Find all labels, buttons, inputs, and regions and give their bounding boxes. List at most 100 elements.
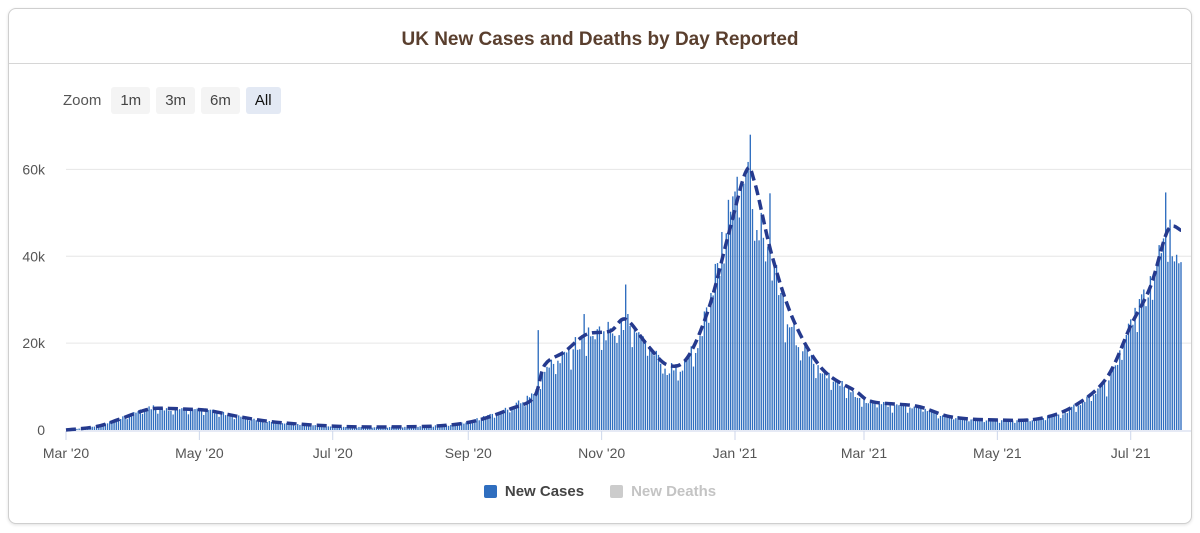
bar-new-cases: [885, 403, 887, 430]
bar-new-cases: [773, 260, 776, 430]
bar-new-cases: [207, 410, 209, 430]
bar-new-cases: [1020, 419, 1023, 430]
bar-new-cases: [528, 397, 531, 430]
bar-new-cases: [561, 353, 563, 430]
bar-new-cases: [157, 413, 159, 430]
bar-new-cases: [496, 412, 498, 430]
bar-new-cases: [1081, 399, 1084, 430]
bar-new-cases: [946, 414, 948, 430]
bar-new-cases: [482, 416, 485, 430]
bar-new-cases: [581, 335, 583, 430]
bar-new-cases: [305, 424, 308, 430]
x-tick-label: Jul '21: [1111, 445, 1151, 461]
bar-new-cases: [749, 134, 751, 430]
bar-new-cases: [244, 417, 246, 430]
bar-new-cases: [1099, 385, 1101, 430]
bar-new-cases: [329, 426, 332, 430]
zoom-1m-button[interactable]: 1m: [111, 87, 151, 114]
bar-new-cases: [1022, 420, 1025, 430]
bar-new-cases: [1071, 406, 1073, 430]
bar-new-cases: [1073, 404, 1075, 430]
bar-new-cases: [119, 419, 122, 430]
bar-new-cases: [994, 420, 996, 430]
bar-new-cases: [692, 366, 695, 430]
bar-new-cases: [102, 424, 104, 430]
bar-new-cases: [1147, 297, 1149, 430]
bar-new-cases: [950, 415, 953, 430]
bar-new-cases: [456, 423, 459, 430]
bar-new-cases: [1079, 405, 1082, 430]
bar-new-cases: [887, 406, 889, 430]
bar-new-cases: [1136, 332, 1138, 430]
bar-new-cases: [983, 422, 985, 430]
bar-new-cases: [515, 402, 518, 430]
bar-new-cases: [1009, 420, 1012, 430]
bar-new-cases: [850, 392, 852, 430]
bar-new-cases: [419, 426, 421, 430]
bar-new-cases: [1086, 396, 1088, 430]
bar-new-cases: [148, 406, 150, 430]
bar-new-cases: [764, 261, 767, 430]
bar-new-cases: [441, 425, 443, 430]
bar-new-cases: [436, 425, 439, 430]
bar-new-cases: [631, 347, 633, 430]
bar-new-cases: [1132, 324, 1134, 430]
legend-item-new-cases[interactable]: New Cases: [483, 483, 584, 500]
bar-new-cases: [813, 363, 815, 430]
bar-new-cases: [270, 421, 273, 430]
zoom-3m-button[interactable]: 3m: [156, 87, 196, 114]
bar-new-cases: [1075, 411, 1077, 430]
bar-new-cases: [926, 411, 929, 430]
bar-new-cases: [922, 411, 924, 430]
bar-new-cases: [165, 408, 168, 430]
bar-new-cases: [854, 397, 856, 430]
bar-new-cases: [325, 426, 327, 430]
bar-new-cases: [170, 410, 172, 430]
bar-new-cases: [681, 370, 684, 430]
zoom-6m-button[interactable]: 6m: [201, 87, 240, 114]
bar-new-cases: [1151, 299, 1154, 430]
bar-new-cases: [719, 275, 721, 430]
bar-new-cases: [944, 416, 946, 430]
bar-new-cases: [952, 419, 955, 430]
bar-new-cases: [740, 188, 743, 430]
bar-new-cases: [1165, 192, 1167, 430]
bar-new-cases: [603, 331, 605, 430]
bar-new-cases: [565, 352, 568, 430]
bar-new-cases: [585, 355, 588, 430]
bar-new-cases: [196, 408, 198, 430]
bar-new-cases: [318, 426, 321, 430]
bar-new-cases: [642, 336, 644, 430]
bar-new-cases: [279, 423, 281, 430]
bar-new-cases: [607, 321, 609, 430]
bar-new-cases: [487, 414, 489, 430]
bar-new-cases: [402, 427, 404, 430]
x-tick-label: Sep '20: [445, 445, 492, 461]
legend-item-new-deaths[interactable]: New Deaths: [610, 483, 716, 500]
bar-new-cases: [1014, 422, 1016, 430]
bar-new-cases: [552, 363, 555, 430]
zoom-all-button[interactable]: All: [245, 87, 281, 114]
bar-new-cases: [76, 428, 78, 430]
bar-new-cases: [255, 420, 257, 430]
chart-plot-area: 0 20k 40k 60k Mar '20 May '20 Jul '20 Sep '20 No…: [22, 134, 1191, 461]
bar-new-cases: [1123, 341, 1125, 430]
bar-new-cases: [957, 416, 959, 430]
bar-new-cases: [810, 354, 813, 430]
bar-new-cases: [1145, 306, 1147, 430]
bar-new-cases: [1027, 418, 1029, 430]
bar-new-cases: [360, 426, 362, 430]
bar-new-cases: [277, 422, 279, 430]
bar-new-cases: [861, 406, 863, 430]
bar-new-cases: [257, 419, 260, 430]
bar-new-cases: [93, 426, 96, 430]
bar-new-cases: [590, 336, 592, 430]
bar-new-cases: [242, 416, 244, 430]
bar-new-cases: [218, 416, 220, 430]
bar-new-cases: [1138, 299, 1141, 430]
bar-new-cases: [183, 409, 185, 430]
bar-new-cases: [889, 403, 891, 430]
bar-new-cases: [817, 365, 819, 430]
bar-new-cases: [913, 406, 915, 430]
bar-new-cases: [657, 354, 660, 430]
